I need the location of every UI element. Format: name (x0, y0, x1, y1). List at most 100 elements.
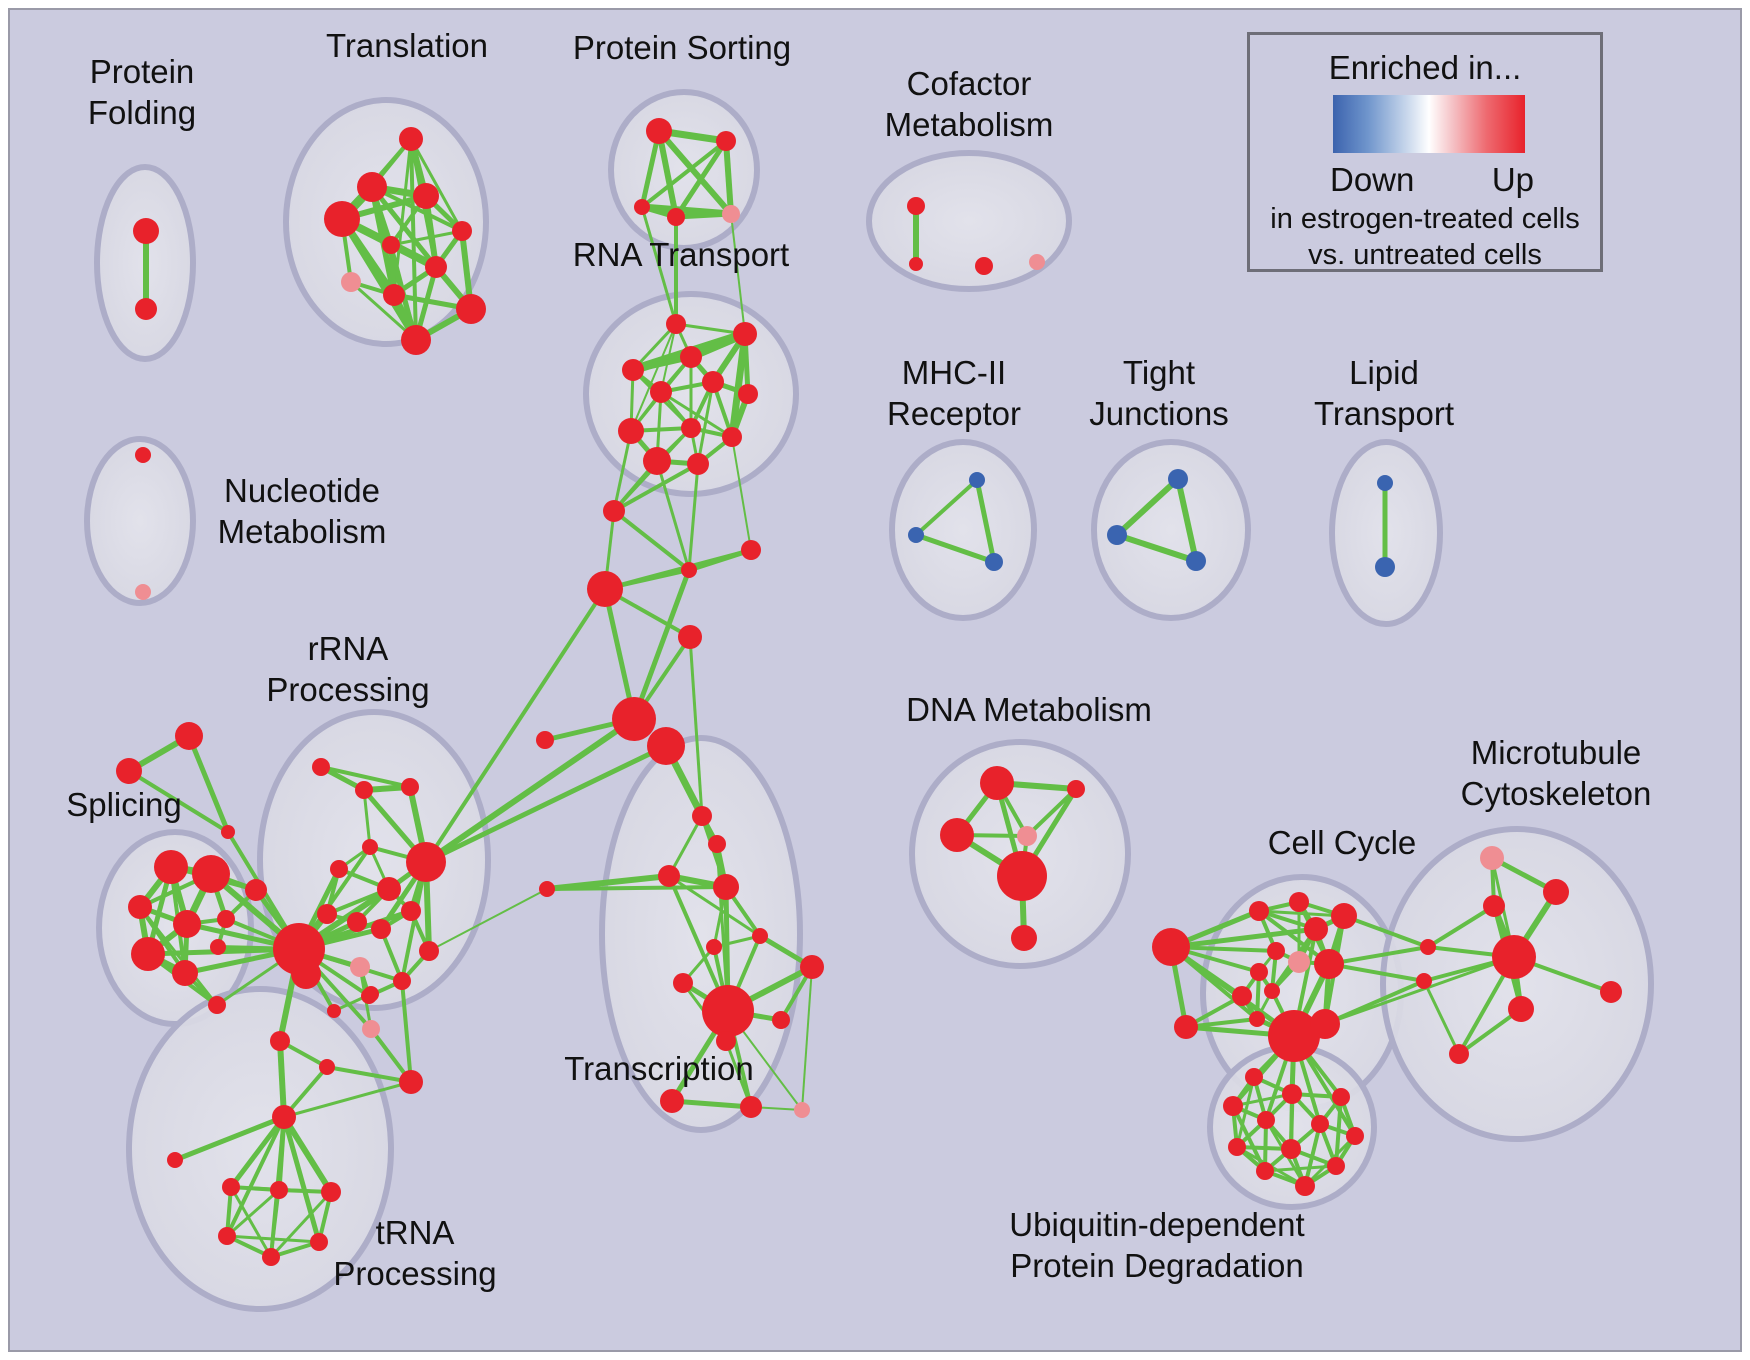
node-u10 (1256, 1162, 1274, 1180)
node-mt5 (1600, 981, 1622, 1003)
legend-note-line1: in estrogen-treated cells (1270, 203, 1580, 235)
node-c1 (907, 197, 925, 215)
node-p7 (172, 960, 198, 986)
edge-w5-w7 (226, 1234, 320, 1244)
edge-cc3-cc5 (1258, 909, 1345, 918)
edge-w3-w5 (226, 1188, 280, 1238)
cluster-ellipse-mhc-ii-receptor (889, 439, 1037, 621)
edge-g15-j2 (428, 888, 548, 952)
node-w6 (262, 1248, 280, 1266)
node-r8 (618, 418, 644, 444)
cluster-label-rrna-processing: rRNA Processing (266, 630, 429, 708)
edge-s3-r1 (640, 206, 678, 325)
edge-tj1-tj3 (1175, 478, 1199, 562)
node-mt2 (1543, 879, 1569, 905)
edge-r11-d2 (655, 460, 691, 571)
edge-r12-d2 (687, 463, 700, 571)
node-tr2 (708, 835, 726, 853)
node-u12 (1295, 1176, 1315, 1196)
edge-tr12-tr13 (671, 1098, 752, 1110)
node-s5 (722, 205, 740, 223)
node-cc13 (1249, 1011, 1265, 1027)
node-tr1 (692, 806, 712, 826)
edge-w2-w6 (229, 1186, 273, 1258)
edge-w3-w6 (269, 1189, 281, 1258)
cluster-ellipses-layer (84, 89, 1654, 1312)
edge-h2-w4 (281, 1115, 334, 1194)
node-tj2 (1107, 525, 1127, 545)
node-tr11 (716, 1031, 736, 1051)
node-g3 (401, 778, 419, 796)
node-tr13 (740, 1096, 762, 1118)
node-g8 (401, 901, 421, 921)
legend-up-label: Up (1491, 161, 1534, 198)
node-tr9 (702, 985, 754, 1037)
edge-w4-w6 (269, 1190, 333, 1259)
node-w7 (310, 1233, 328, 1251)
node-p6 (131, 937, 165, 971)
node-d2 (681, 562, 697, 578)
node-q3 (327, 1004, 341, 1018)
cluster-label-cofactor-metabolism: Cofactor Metabolism (885, 65, 1054, 143)
cluster-label-translation: Translation (326, 27, 488, 64)
cluster-label-dna-metabolism: DNA Metabolism (906, 691, 1152, 728)
node-g2 (355, 781, 373, 799)
node-s2 (716, 131, 736, 151)
edge-t5-t6 (390, 229, 463, 247)
figure-panel: Protein Folding Translation Protein Sorting… (8, 8, 1742, 1352)
legend-title: Enriched in... (1328, 49, 1522, 86)
node-d1 (603, 500, 625, 522)
edge-q5-g13 (400, 980, 413, 1083)
node-j2 (539, 881, 555, 897)
node-w3 (270, 1181, 288, 1199)
edge-x2-x3 (127, 769, 230, 834)
edge-d1-d2 (612, 509, 691, 572)
edge-q5-h2 (283, 1080, 412, 1119)
edge-g2-g4 (362, 789, 372, 848)
network-canvas: Protein Folding Translation Protein Sorting… (66, 27, 1654, 1312)
node-g11 (371, 919, 391, 939)
node-s3 (634, 199, 650, 215)
node-g13 (393, 972, 411, 990)
node-g9 (317, 904, 337, 924)
node-mt6 (1508, 996, 1534, 1022)
node-u1 (1245, 1068, 1263, 1086)
node-r10 (722, 427, 742, 447)
node-big2 (647, 727, 685, 765)
node-r3 (622, 359, 644, 381)
edge-m2-m3 (915, 532, 995, 565)
edge-q1-h2 (277, 1040, 287, 1118)
legend-down-label: Down (1330, 161, 1415, 198)
node-g15 (419, 941, 439, 961)
node-r11 (643, 447, 671, 475)
node-tr6 (706, 939, 722, 955)
node-dm3 (940, 818, 974, 852)
cluster-ellipse-transcription (599, 735, 803, 1133)
node-r9 (681, 418, 701, 438)
node-t11 (401, 325, 431, 355)
node-tr12 (660, 1089, 684, 1113)
node-d6 (536, 731, 554, 749)
edge-q5-q2 (326, 1065, 412, 1084)
cluster-label-tight-junctions: Tight Junctions (1089, 354, 1228, 432)
node-t9 (383, 284, 405, 306)
node-t4 (324, 201, 360, 237)
cluster-ellipse-tight-junctions (1091, 439, 1251, 621)
edge-d2-big1 (631, 569, 692, 720)
node-g12 (350, 957, 370, 977)
node-dm1 (980, 766, 1014, 800)
edge-br1-mt3 (1426, 904, 1496, 949)
node-g5 (330, 860, 348, 878)
edge-tj2-tj3 (1116, 532, 1197, 564)
edge-d4-g6 (424, 587, 607, 864)
edge-r1-r8 (630, 323, 677, 432)
node-t1 (399, 127, 423, 151)
nodes-layer (116, 118, 1622, 1266)
edge-r12-d1 (613, 462, 699, 513)
node-p9 (245, 879, 267, 901)
node-cc15 (1310, 1009, 1340, 1039)
edge-cc5-br1 (1343, 914, 1429, 949)
edge-dm2-dm4 (1025, 787, 1078, 838)
node-p2 (192, 855, 230, 893)
node-c3 (975, 257, 993, 275)
